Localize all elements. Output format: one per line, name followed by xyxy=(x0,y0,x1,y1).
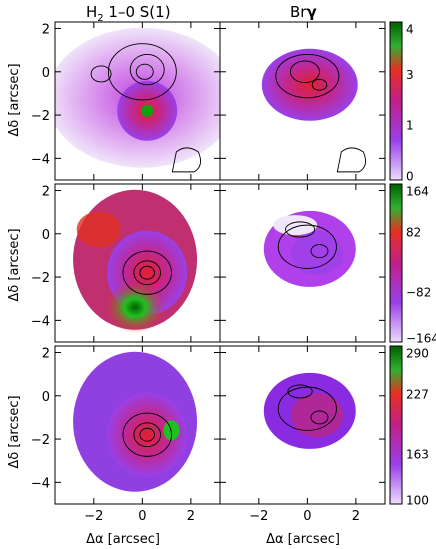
contour xyxy=(171,147,202,173)
contours xyxy=(277,384,337,431)
emission-map xyxy=(263,372,356,449)
x-tick-label: −2 xyxy=(249,509,268,524)
y-tick-label: 2 xyxy=(42,184,50,199)
x-tick-label: 2 xyxy=(352,509,360,524)
x-tick-label: 0 xyxy=(138,509,146,524)
emission-knot xyxy=(105,281,166,334)
panel-frame xyxy=(219,21,386,181)
panel-2-brgamma: 164 82 −82 −164 xyxy=(219,183,436,345)
colorbar-tick-label: 3 xyxy=(406,68,414,82)
emission-map xyxy=(73,351,198,492)
x-tick-label: 2 xyxy=(187,509,195,524)
panel-3-brgamma: −2 0 2 290 227 163 100 xyxy=(219,345,429,524)
contours xyxy=(277,221,337,269)
colorbar-tick-label: 4 xyxy=(406,22,414,36)
contour xyxy=(139,427,155,442)
y-tick-label: −4 xyxy=(31,152,50,167)
contour xyxy=(135,63,154,80)
emission-peak xyxy=(291,231,344,276)
contour xyxy=(129,54,165,86)
contour xyxy=(133,260,162,286)
y-tick-label: 2 xyxy=(42,22,50,37)
contour xyxy=(275,54,340,99)
x-axis-label-left: Δα [arcsec] xyxy=(86,532,160,547)
y-tick-label: −2 xyxy=(31,433,50,448)
emission-knot xyxy=(273,215,318,236)
emission-map xyxy=(55,27,220,168)
contour xyxy=(122,250,172,295)
contour xyxy=(336,147,367,173)
panel-1-brgamma: 4 3 1 0 xyxy=(219,21,414,183)
panel-1-h2: 2 0 −2 −4 xyxy=(31,21,221,181)
contour xyxy=(122,412,172,457)
y-axis-label-row2: Δδ [arcsec] xyxy=(7,228,22,301)
colorbar-tick-label: −164 xyxy=(406,331,436,345)
contour xyxy=(285,221,316,238)
column-title-brgamma: Brγ xyxy=(290,3,317,21)
colorbar-tick-label: 0 xyxy=(406,169,414,183)
x-tick-label: 0 xyxy=(303,509,311,524)
emission-knot xyxy=(76,211,121,248)
emission-map xyxy=(263,210,356,287)
contours xyxy=(122,250,172,295)
contours xyxy=(122,412,172,457)
colorbar-tick-label: 164 xyxy=(406,184,429,198)
colorbar-tick-label: 227 xyxy=(406,387,429,401)
panel-2-h2: 2 0 −2 −4 xyxy=(31,183,221,343)
y-tick-label: 0 xyxy=(42,66,50,81)
contour xyxy=(139,265,155,280)
colorbar xyxy=(389,345,403,505)
contour xyxy=(277,224,337,269)
contours xyxy=(275,54,367,173)
contour xyxy=(311,78,328,91)
x-axis-label-right: Δα [arcsec] xyxy=(266,532,340,547)
emission-knot xyxy=(141,104,154,117)
colorbar-tick-label: −82 xyxy=(406,285,431,299)
colorbar-tick-label: 100 xyxy=(406,493,429,507)
contour xyxy=(107,43,177,101)
colorbar-tick-label: 82 xyxy=(406,225,421,239)
colorbar xyxy=(389,21,403,181)
y-tick-label: −2 xyxy=(31,109,50,124)
contour xyxy=(310,244,329,259)
contour xyxy=(133,422,162,448)
y-axis-label-row3: Δδ [arcsec] xyxy=(7,395,22,468)
emission-map xyxy=(261,48,358,121)
y-tick-label: 2 xyxy=(42,346,50,361)
x-tick-label: −2 xyxy=(84,509,103,524)
contour xyxy=(289,60,320,84)
emission-peak xyxy=(107,392,188,477)
y-tick-label: 0 xyxy=(42,390,50,405)
y-tick-label: −4 xyxy=(31,314,50,329)
contour xyxy=(287,384,313,399)
emission-map xyxy=(73,189,198,334)
panel-frame xyxy=(219,183,386,343)
y-tick-label: −2 xyxy=(31,271,50,286)
colorbar-tick-label: 1 xyxy=(406,119,414,133)
emission-peak xyxy=(291,393,344,438)
colorbar-tick-label: 290 xyxy=(406,346,429,360)
contours xyxy=(90,43,202,173)
contour xyxy=(310,410,329,425)
y-tick-label: 0 xyxy=(42,228,50,243)
contour xyxy=(277,386,337,431)
panel-frame xyxy=(219,345,386,505)
emission-blob xyxy=(261,48,358,121)
colorbar-tick-label: 163 xyxy=(406,447,429,461)
contour xyxy=(90,65,112,83)
column-title-h2: H2 1–0 S(1) xyxy=(86,3,171,24)
y-axis-label-row1: Δδ [arcsec] xyxy=(7,63,22,136)
colorbar xyxy=(389,183,403,343)
panel-3-h2: 2 0 −2 −4 −2 0 2 xyxy=(31,345,221,524)
y-tick-label: −4 xyxy=(31,476,50,491)
